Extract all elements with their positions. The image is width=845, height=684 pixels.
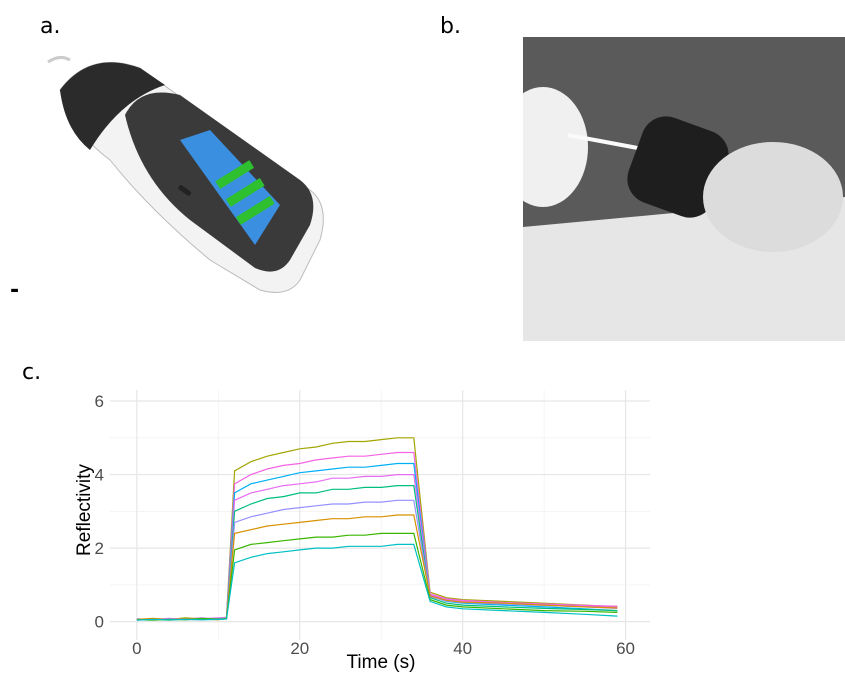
chart: Reflectivity Time (s) 0 20 40 60 0 2 4 6 xyxy=(74,390,650,673)
series-line xyxy=(136,437,618,621)
x-tick-label: 60 xyxy=(616,639,635,658)
x-tick-label: 0 xyxy=(132,639,141,658)
device-photo xyxy=(47,55,324,293)
panel-label: a. xyxy=(40,14,61,39)
panel-label: b. xyxy=(440,14,461,39)
series-line xyxy=(136,543,618,621)
panel-label: c. xyxy=(22,360,42,385)
y-tick-label: 4 xyxy=(95,466,104,485)
x-tick-label: 20 xyxy=(290,639,309,658)
y-tick-label: 6 xyxy=(95,392,104,411)
series-line xyxy=(136,474,618,621)
y-tick-label: 0 xyxy=(95,613,104,632)
series-line xyxy=(136,532,618,621)
series-line xyxy=(136,499,618,621)
x-tick-label: 40 xyxy=(453,639,472,658)
stray-mark: - xyxy=(10,278,20,303)
x-axis-label: Time (s) xyxy=(347,652,416,673)
hand-photo xyxy=(523,37,845,341)
series-line xyxy=(136,451,618,621)
y-tick-label: 2 xyxy=(95,539,104,558)
y-axis-label: Reflectivity xyxy=(74,464,95,556)
series-line xyxy=(136,485,618,621)
